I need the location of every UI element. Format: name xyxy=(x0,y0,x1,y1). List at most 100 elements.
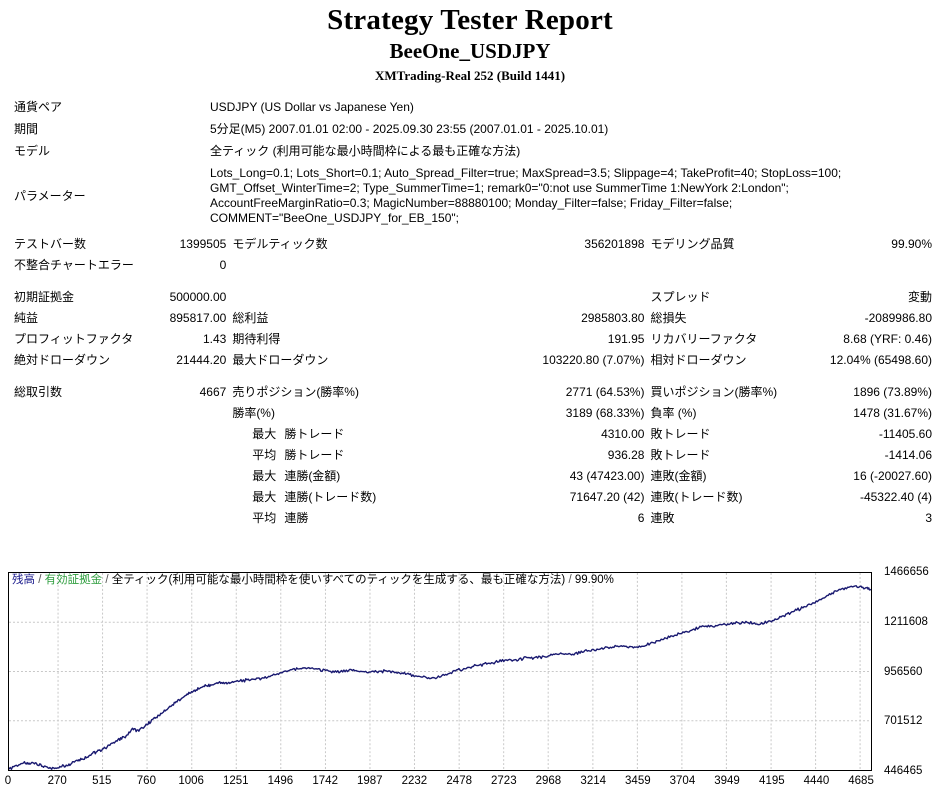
x-axis-tick-label: 270 xyxy=(47,775,67,787)
avg-loss-value: -1414.06 xyxy=(884,448,932,462)
expected-payoff-value: 191.95 xyxy=(607,332,645,346)
x-axis-tick-label: 515 xyxy=(92,775,112,787)
short-positions-value: 2771 (64.53%) xyxy=(565,385,645,399)
avg-cons-wins-value: 6 xyxy=(637,511,645,525)
x-axis-tick-label: 3214 xyxy=(580,775,607,787)
page-title: Strategy Tester Report xyxy=(327,4,613,36)
average-prefix: 平均 xyxy=(252,448,277,462)
x-axis-tick-label: 3704 xyxy=(669,775,696,787)
net-profit-label: 純益 xyxy=(14,311,39,325)
x-axis-tick-label: 760 xyxy=(136,775,156,787)
stats-spacer xyxy=(14,276,932,287)
avg-win-label: 勝トレード xyxy=(284,448,345,462)
gross-profit-value: 2985803.80 xyxy=(581,311,645,325)
total-trades-label: 総取引数 xyxy=(14,385,63,399)
gross-loss-value: -2089986.80 xyxy=(864,311,932,325)
loss-rate-value: 1478 (31.67%) xyxy=(853,406,932,420)
largest-win-label: 勝トレード xyxy=(284,427,345,441)
chart-plot-area xyxy=(8,572,872,771)
page-subtitle: BeeOne_USDJPY xyxy=(389,39,551,63)
quality-value: 99.90% xyxy=(891,237,932,251)
max-cons-losses-label: 連敗(金額) xyxy=(650,469,707,483)
abs-drawdown-value: 21444.20 xyxy=(176,353,227,367)
legend-model-label: 全ティック(利用可能な最小時間枠を使いすべてのティックを生成する、最も正確な方法… xyxy=(111,574,566,586)
rel-drawdown-value: 12.04% (65498.60) xyxy=(829,353,932,367)
stats-row-net-profit: 純益 895817.00 総利益 2985803.80 総損失 -2089986… xyxy=(14,308,932,329)
spread-value: 変動 xyxy=(907,290,932,304)
gross-loss-label: 総損失 xyxy=(650,311,687,325)
statistics-table: テストバー数 1399505 モデルティック数 356201898 モデリング品… xyxy=(14,234,932,529)
max-cons-wins-value: 43 (47423.00) xyxy=(569,469,645,483)
x-axis-tick-label: 1987 xyxy=(357,775,383,787)
period-value: 5分足(M5) 2007.01.01 02:00 - 2025.09.30 23… xyxy=(210,122,609,136)
page-build-info: XMTrading-Real 252 (Build 1441) xyxy=(374,68,566,83)
x-axis-tick-label: 4685 xyxy=(848,775,874,787)
x-axis-tick-label: 1496 xyxy=(267,775,294,787)
stats-row-largest-trade: 最大 勝トレード 4310.00 敗トレード -11405.60 xyxy=(14,424,932,445)
parameters-value: Lots_Long=0.1; Lots_Short=0.1; Auto_Spre… xyxy=(210,166,842,225)
legend-equity-label: 有効証拠金 xyxy=(44,574,103,586)
stats-row-max-consecutive-amount: 最大 連勝(金額) 43 (47423.00) 連敗(金額) 16 (-20027… xyxy=(14,466,932,487)
stats-row-mismatch: 不整合チャートエラー 0 xyxy=(14,255,932,276)
avg-win-value: 936.28 xyxy=(607,448,645,462)
max-cons-profit-label: 連勝(トレード数) xyxy=(284,490,377,504)
net-profit-value: 895817.00 xyxy=(169,311,227,325)
y-axis-tick-label: 1211608 xyxy=(884,615,928,628)
chart-y-axis: 446465 701512 956560 1211608 1466656 xyxy=(878,566,940,777)
x-axis-tick-label: 1742 xyxy=(312,775,338,787)
bars-value: 1399505 xyxy=(179,237,227,251)
max-cons-profit-value: 71647.20 (42) xyxy=(569,490,645,504)
largest-loss-label: 敗トレード xyxy=(650,427,711,441)
model-label: モデル xyxy=(14,144,51,158)
avg-cons-losses-value: 3 xyxy=(925,511,932,525)
ticks-value: 356201898 xyxy=(584,237,645,251)
max-drawdown-label: 最大ドローダウン xyxy=(232,353,329,367)
chart-x-axis: 0 270 515 760 1006 1251 1496 1742 1987 2232 2478 27… xyxy=(4,772,880,792)
x-axis-tick-label: 2232 xyxy=(401,775,428,787)
x-axis-tick-label: 3459 xyxy=(625,775,651,787)
y-axis-tick-label: 956560 xyxy=(884,665,923,678)
chart-legend: 残高 / 有効証拠金 / 全ティック(利用可能な最小時間枠を使いすべてのティック… xyxy=(12,573,614,587)
bars-label: テストバー数 xyxy=(14,237,87,251)
symbol-label: 通貨ペア xyxy=(14,100,63,114)
loss-rate-label: 負率 (%) xyxy=(650,406,697,420)
recovery-factor-value: 8.68 (YRF: 0.46) xyxy=(843,332,932,346)
stats-row-avg-consecutive: 平均 連勝 6 連敗 3 xyxy=(14,508,932,529)
stats-row-average-trade: 平均 勝トレード 936.28 敗トレード -1414.06 xyxy=(14,445,932,466)
period-label: 期間 xyxy=(14,122,39,136)
largest-loss-value: -11405.60 xyxy=(878,427,932,441)
info-row-period: 期間 5分足(M5) 2007.01.01 02:00 - 2025.09.30… xyxy=(14,119,932,141)
stats-row-profit-factor: プロフィットファクタ 1.43 期待利得 191.95 リカバリーファクタ 8.… xyxy=(14,329,932,350)
max-cons-prefix: 最大 xyxy=(252,469,277,483)
stats-row-drawdown: 絶対ドローダウン 21444.20 最大ドローダウン 103220.80 (7.… xyxy=(14,350,932,371)
profit-factor-label: プロフィットファクタ xyxy=(14,332,134,346)
long-positions-label: 買いポジション(勝率%) xyxy=(650,385,778,399)
quality-label: モデリング品質 xyxy=(650,237,735,251)
largest-win-value: 4310.00 xyxy=(601,427,645,441)
info-row-symbol: 通貨ペア USDJPY (US Dollar vs Japanese Yen) xyxy=(14,97,932,119)
max-cons-losses-value: 16 (-20027.60) xyxy=(853,469,932,483)
max-cons-loss-value: -45322.40 (4) xyxy=(859,490,932,504)
x-axis-tick-label: 2478 xyxy=(446,775,472,787)
win-rate-label: 勝率(%) xyxy=(232,406,275,420)
recovery-factor-label: リカバリーファクタ xyxy=(650,332,758,346)
parameters-label: パラメーター xyxy=(14,188,86,203)
long-positions-value: 1896 (73.89%) xyxy=(853,385,932,399)
largest-prefix: 最大 xyxy=(252,427,277,441)
x-axis-tick-label: 4440 xyxy=(803,775,830,787)
max-cons-count-prefix: 最大 xyxy=(252,490,277,504)
max-cons-loss-label: 連敗(トレード数) xyxy=(650,490,743,504)
info-row-parameters: パラメーター Lots_Long=0.1; Lots_Short=0.1; Au… xyxy=(14,163,932,230)
x-axis-tick-label: 4195 xyxy=(759,775,785,787)
max-cons-wins-label: 連勝(金額) xyxy=(284,469,341,483)
y-axis-tick-label: 446465 xyxy=(884,765,923,777)
ticks-label: モデルティック数 xyxy=(232,237,328,251)
info-row-model: モデル 全ティック (利用可能な最小時間枠による最も正確な方法) xyxy=(14,141,932,163)
legend-separator-1: / xyxy=(38,574,42,586)
symbol-value: USDJPY (US Dollar vs Japanese Yen) xyxy=(210,100,414,114)
x-axis-tick-label: 2723 xyxy=(491,775,517,787)
x-axis-tick-label: 2968 xyxy=(535,775,562,787)
legend-separator-3: / xyxy=(568,574,572,586)
stats-spacer-2 xyxy=(14,371,932,382)
x-axis-tick-label: 0 xyxy=(4,775,12,787)
